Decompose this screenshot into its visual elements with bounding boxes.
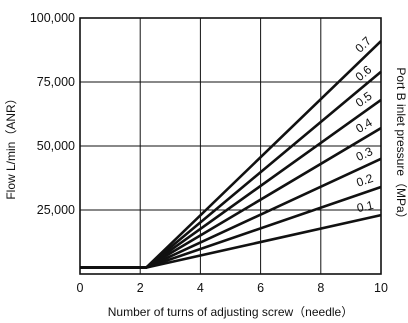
series-label: 0.2: [355, 171, 376, 190]
plot-frame: [79, 17, 382, 275]
y-tick-label: 75,000: [37, 75, 75, 89]
series-labels: 0.10.20.30.40.50.60.7: [352, 34, 375, 216]
series-label: 0.1: [355, 198, 375, 215]
y-tick-labels: 25,000 50,000 75,000 100,000: [30, 11, 75, 217]
series-line: [80, 213, 382, 269]
series-lines: [80, 40, 382, 269]
x-tick-label: 4: [197, 281, 204, 295]
y-axis-label: Flow L/min（ANR）: [4, 92, 18, 199]
x-axis-label: Number of turns of adjusting screw（needl…: [108, 305, 353, 319]
x-tick-label: 8: [317, 281, 324, 295]
series-line: [80, 40, 382, 269]
series-line: [80, 98, 382, 269]
y-tick-label: 50,000: [37, 139, 75, 153]
series-label: 0.3: [354, 144, 375, 164]
x-tick-label: 2: [137, 281, 144, 295]
x-tick-label: 0: [77, 281, 84, 295]
y-tick-label: 100,000: [30, 11, 75, 25]
x-tick-labels: 0 2 4 6 8 10: [77, 281, 388, 295]
x-tick-label: 10: [374, 281, 388, 295]
x-tick-label: 6: [257, 281, 264, 295]
grid-lines: [80, 18, 381, 274]
right-axis-label: Port B inlet pressure（MPa）: [394, 67, 408, 224]
y-tick-label: 25,000: [37, 203, 75, 217]
series-line: [80, 157, 382, 269]
